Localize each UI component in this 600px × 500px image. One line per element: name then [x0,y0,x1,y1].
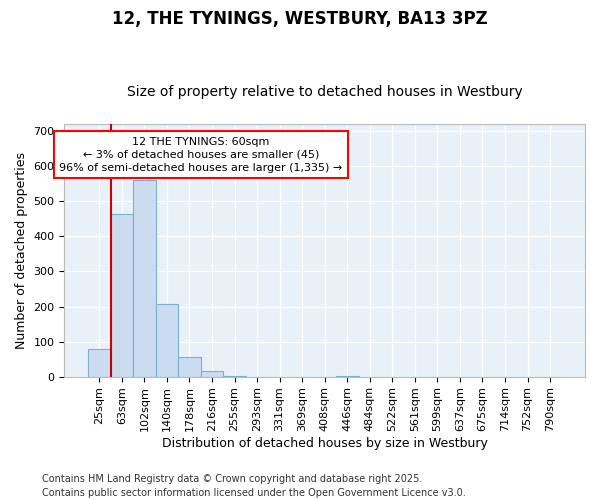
Bar [133,180,155,376]
Bar [201,372,223,376]
Bar [155,304,178,376]
Text: 12 THE TYNINGS: 60sqm
← 3% of detached houses are smaller (45)
96% of semi-detac: 12 THE TYNINGS: 60sqm ← 3% of detached h… [59,136,343,173]
X-axis label: Distribution of detached houses by size in Westbury: Distribution of detached houses by size … [162,437,488,450]
Y-axis label: Number of detached properties: Number of detached properties [15,152,28,349]
Text: Contains HM Land Registry data © Crown copyright and database right 2025.
Contai: Contains HM Land Registry data © Crown c… [42,474,466,498]
Bar [178,358,201,376]
Bar [88,350,110,376]
Bar [110,214,133,376]
Text: 12, THE TYNINGS, WESTBURY, BA13 3PZ: 12, THE TYNINGS, WESTBURY, BA13 3PZ [112,10,488,28]
Title: Size of property relative to detached houses in Westbury: Size of property relative to detached ho… [127,86,523,100]
